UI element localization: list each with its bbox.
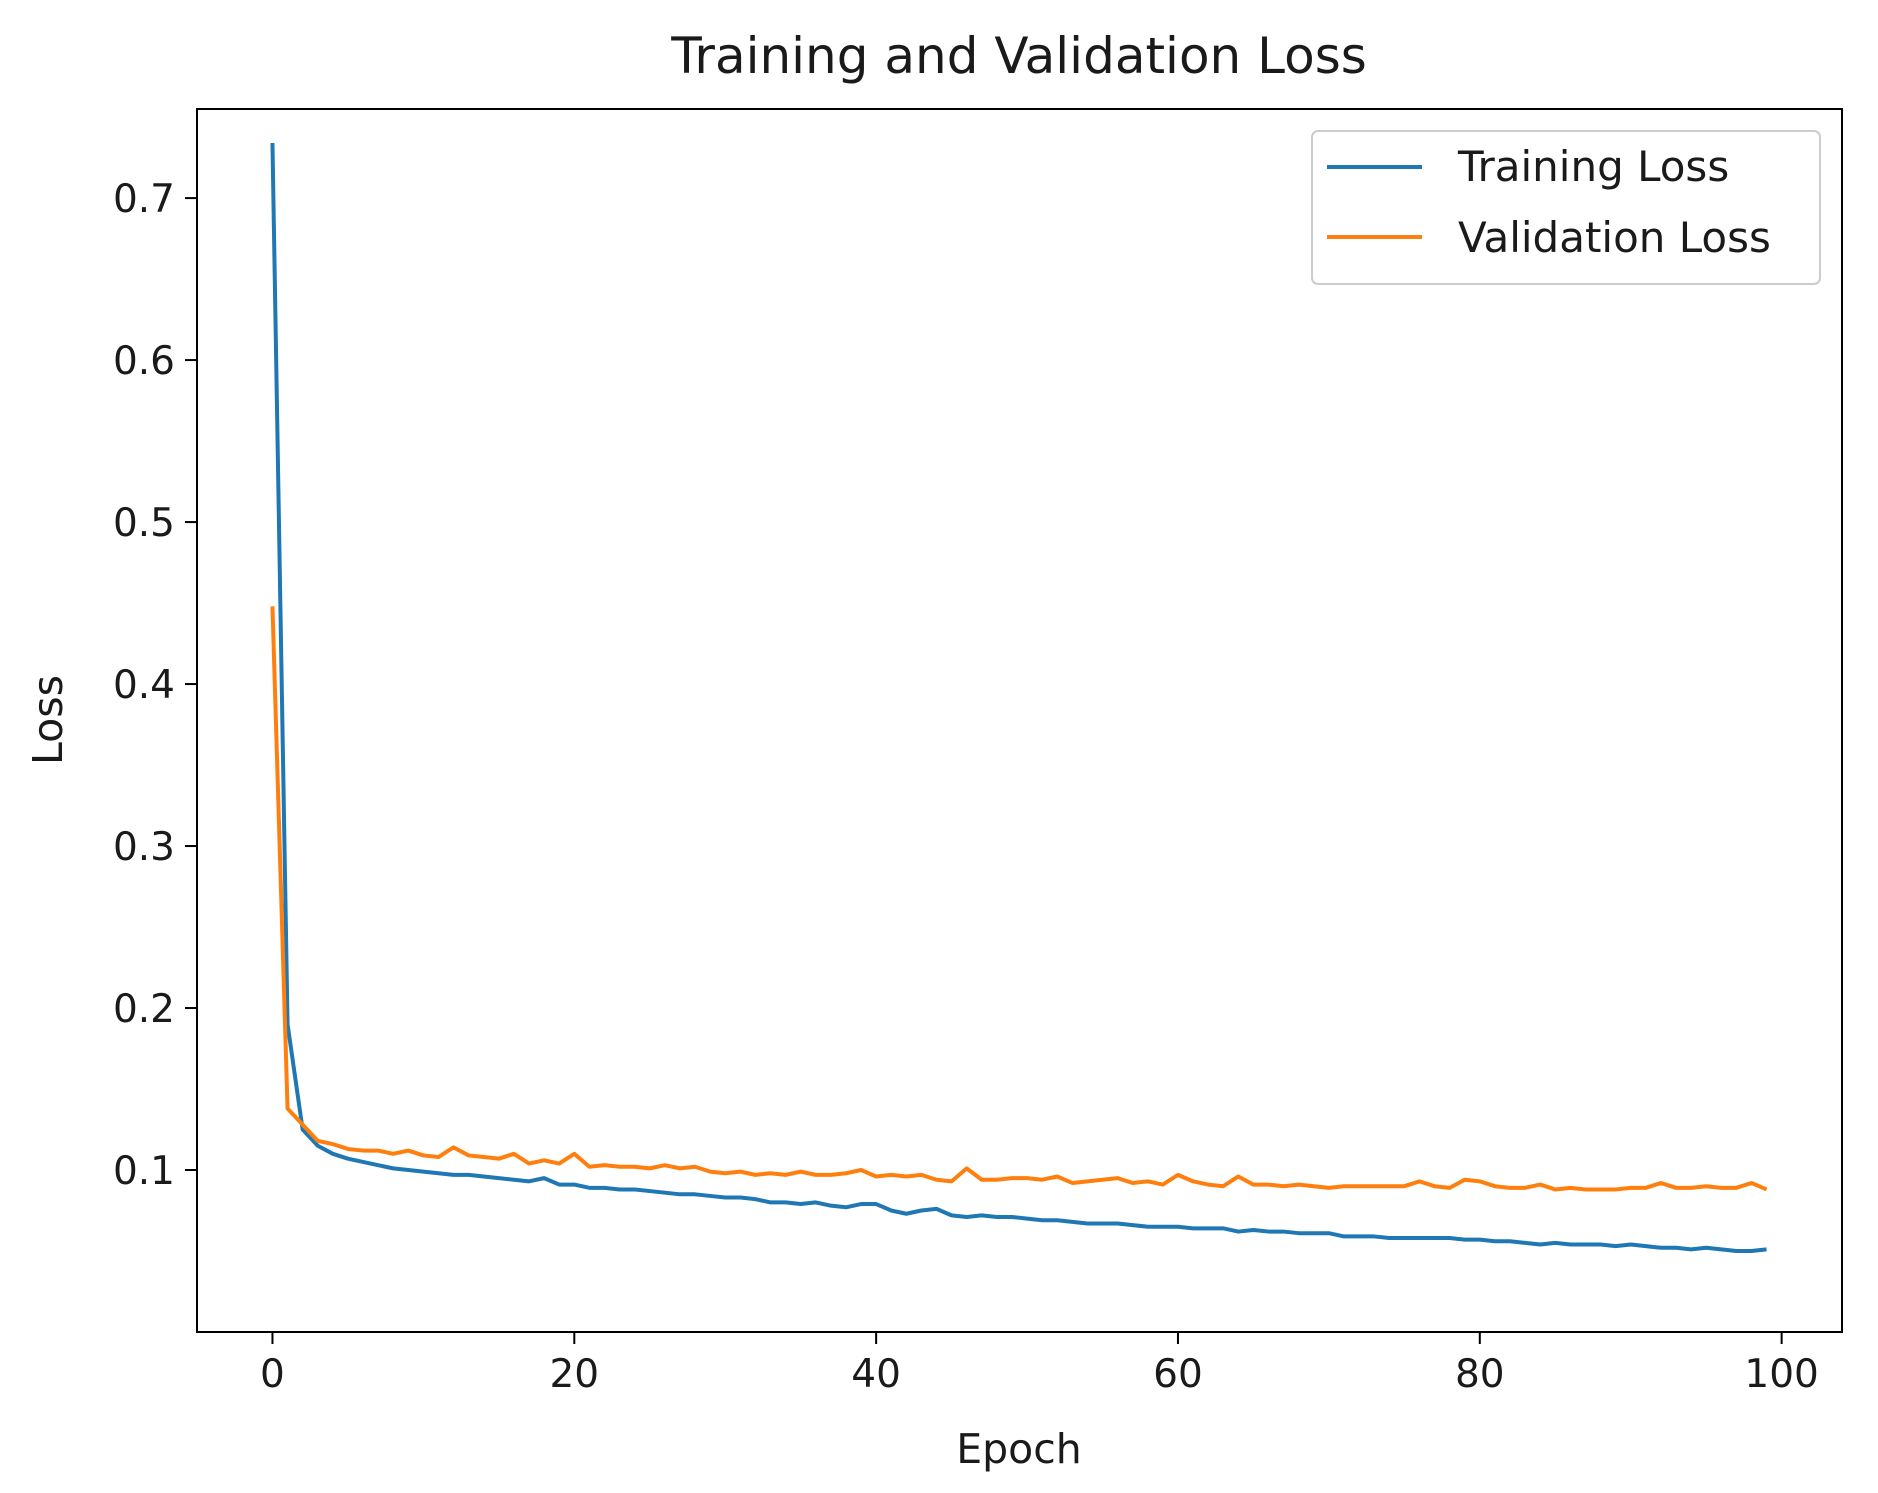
x-tick-label: 60 [1153, 1352, 1203, 1397]
legend: Training Loss Validation Loss [1311, 130, 1821, 285]
y-tick-label: 0.2 [113, 987, 175, 1032]
series-line-validation-loss [270, 606, 1768, 1192]
y-tick-label: 0.5 [113, 501, 175, 546]
plot-frame [196, 108, 1843, 1333]
y-tick-label: 0.3 [113, 825, 175, 870]
legend-label-training-loss: Training Loss [1457, 142, 1729, 191]
series-layer [270, 142, 1768, 1254]
y-tick-label: 0.4 [113, 663, 175, 708]
y-axis-label: Loss [24, 675, 72, 765]
x-tick-label: 100 [1744, 1352, 1818, 1397]
x-tick-label: 20 [549, 1352, 599, 1397]
y-axis-ticks: 0.1 0.2 0.3 0.4 0.5 0.6 0.7 [113, 177, 197, 1194]
legend-box [1311, 130, 1821, 285]
x-tick-label: 40 [851, 1352, 901, 1397]
y-tick-label: 0.7 [113, 177, 175, 222]
x-tick-label: 0 [260, 1352, 285, 1397]
y-tick-label: 0.1 [113, 1149, 175, 1194]
x-axis-label: Epoch [956, 1425, 1082, 1473]
series-line-training-loss [270, 142, 1767, 1254]
legend-label-validation-loss: Validation Loss [1458, 213, 1771, 262]
chart-title: Training and Validation Loss [670, 27, 1367, 85]
x-axis-ticks: 0 20 40 60 80 100 [260, 1332, 1819, 1397]
y-tick-label: 0.6 [113, 339, 175, 384]
x-tick-label: 80 [1455, 1352, 1505, 1397]
